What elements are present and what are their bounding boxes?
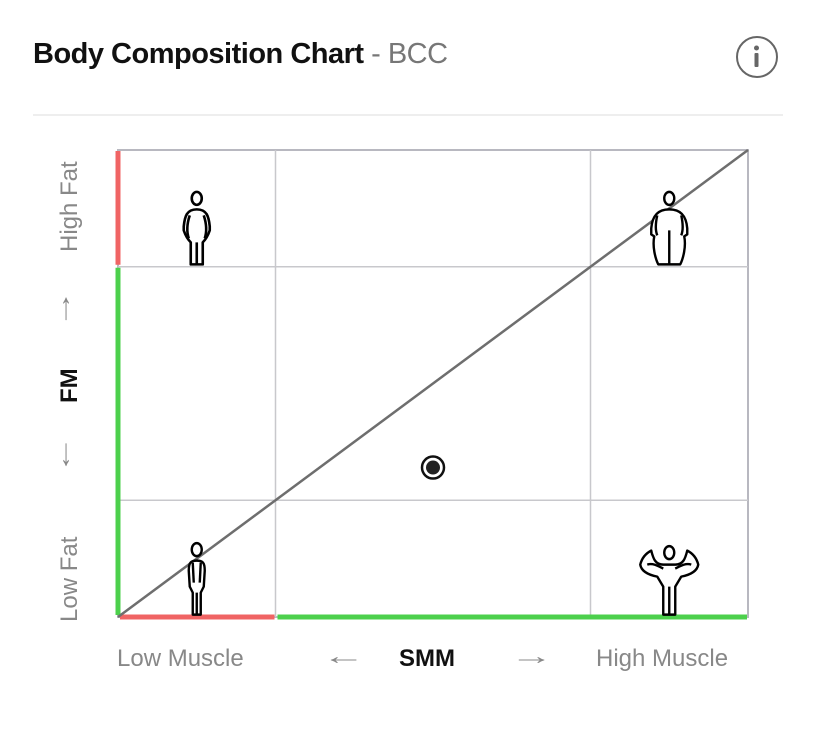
divider xyxy=(33,114,783,116)
reference-line xyxy=(117,148,749,619)
page-title: Body Composition Chart - BCC xyxy=(33,38,448,70)
data-point xyxy=(426,460,440,475)
info-icon[interactable] xyxy=(736,36,778,78)
x-axis-label: SMM xyxy=(399,645,455,672)
x-high-label: High Muscle xyxy=(596,645,729,672)
y-high-label: High Fat xyxy=(56,161,83,252)
muscular-person-icon xyxy=(639,544,700,616)
y-up-arrow: ↑ xyxy=(60,285,72,329)
x-left-arrow: ← xyxy=(322,643,366,670)
x-low-label: Low Muscle xyxy=(117,645,244,672)
y-axis-label: FM xyxy=(56,368,83,403)
slim-person-icon xyxy=(187,541,206,616)
y-down-arrow: ↓ xyxy=(60,431,72,475)
x-right-arrow: → xyxy=(510,643,554,670)
overweight-person-icon xyxy=(182,190,212,266)
y-low-label: Low Fat xyxy=(56,536,83,622)
obese-person-icon xyxy=(650,190,689,266)
